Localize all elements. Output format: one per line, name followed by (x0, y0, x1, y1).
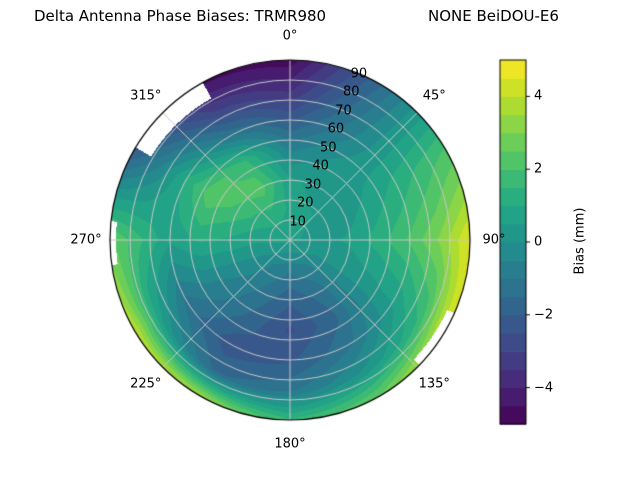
radial-tick-label: 80 (342, 84, 360, 100)
radial-tick-label: 50 (319, 140, 337, 156)
colorbar-tick-label: −4 (534, 380, 554, 396)
azimuth-tick-label: 225° (130, 376, 162, 392)
radial-tick-label: 20 (297, 195, 314, 211)
colorbar-tick-label: 0 (534, 234, 543, 250)
azimuth-tick-label: 45° (422, 88, 446, 104)
radial-tick-label: 30 (304, 177, 322, 193)
azimuth-tick-label: 180° (274, 436, 306, 452)
chart-title: Delta Antenna Phase Biases: TRMR980 (34, 7, 327, 25)
colorbar-tick-label: 4 (534, 88, 543, 104)
azimuth-tick-label: 135° (418, 376, 450, 392)
radial-tick-label: 40 (312, 158, 329, 174)
azimuth-tick-label: 270° (70, 232, 102, 248)
colorbar-tick-label: 2 (534, 161, 543, 177)
chart-subtitle: NONE BeiDOU-E6 (428, 7, 559, 25)
azimuth-tick-label: 0° (282, 28, 298, 44)
azimuth-tick-label: 90° (482, 232, 506, 248)
radial-tick-label: 90 (350, 66, 368, 82)
radial-tick-label: 60 (327, 121, 345, 137)
colorbar-axis-label: Bias (mm) (572, 207, 588, 275)
azimuth-tick-label: 315° (130, 88, 162, 104)
radial-tick-label: 10 (289, 214, 306, 230)
colorbar-tick-label: −2 (534, 307, 554, 323)
radial-tick-label: 70 (335, 103, 352, 119)
